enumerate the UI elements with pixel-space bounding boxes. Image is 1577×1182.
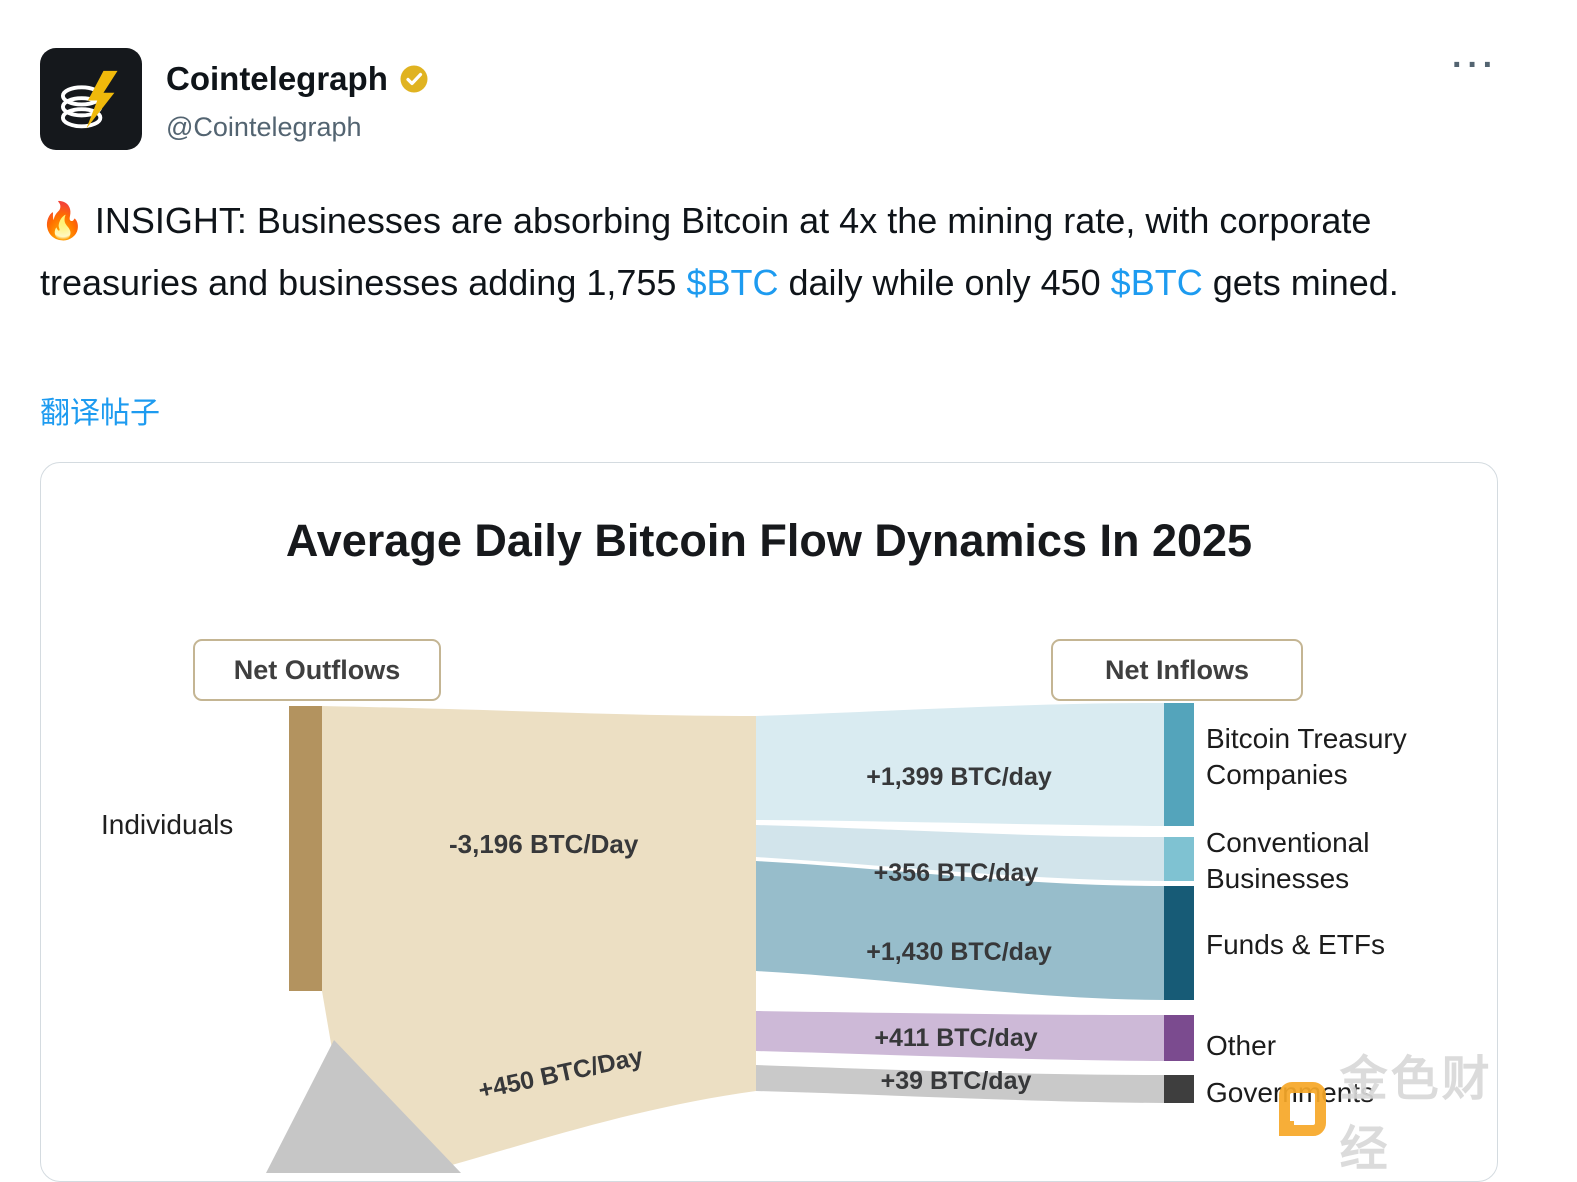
jinse-logo-icon (1279, 1082, 1326, 1136)
author-row: Cointelegraph (166, 60, 430, 98)
author-handle[interactable]: @Cointelegraph (166, 112, 362, 142)
value-other: +411 BTC/day (874, 1024, 1038, 1052)
chart-title: Average Daily Bitcoin Flow Dynamics In 2… (285, 515, 1253, 566)
label-funds-etfs: Funds & ETFs (1206, 929, 1385, 960)
net-inflows-header: Net Inflows (1051, 639, 1303, 701)
translate-link[interactable]: 翻译帖子 (40, 397, 160, 430)
label-individuals: Individuals (101, 809, 234, 840)
more-icon: ··· (1452, 46, 1498, 84)
value-individuals: -3,196 BTC/Day (449, 829, 639, 859)
label-conventional-businesses: Conventional Businesses (1206, 827, 1370, 895)
avatar[interactable] (40, 48, 142, 150)
btc-cashtag-2[interactable]: $BTC (1110, 262, 1203, 303)
jinse-watermark-text: 金色财经 (1339, 1053, 1493, 1176)
verified-badge-icon (398, 63, 430, 95)
flow-funds-etfs (756, 861, 1164, 1000)
value-funds-etfs: +1,430 BTC/day (866, 938, 1052, 966)
label-bitcoin-treasury: Bitcoin Treasury Companies (1206, 723, 1407, 791)
value-bitcoin-treasury: +1,399 BTC/day (866, 763, 1052, 791)
node-other (1164, 1015, 1194, 1061)
net-outflows-header: Net Outflows (193, 639, 441, 701)
tweet-text: 🔥 INSIGHT: Businesses are absorbing Bitc… (40, 190, 1535, 314)
flow-bitcoin-treasury (756, 703, 1164, 826)
cointelegraph-logo-icon (60, 70, 118, 129)
label-other: Other (1206, 1030, 1277, 1061)
flow-conventional-businesses (756, 825, 1164, 881)
node-funds-etfs (1164, 886, 1194, 1000)
tweet-text-part-3: gets mined. (1202, 262, 1399, 303)
more-button[interactable]: ··· (1440, 46, 1510, 100)
node-bitcoin-treasury (1164, 703, 1194, 826)
node-conventional-businesses (1164, 837, 1194, 881)
flow-other (756, 1011, 1164, 1061)
fire-icon: 🔥 (40, 200, 85, 241)
btc-cashtag-1[interactable]: $BTC (686, 262, 779, 303)
flow-governments (756, 1065, 1164, 1103)
tweet-text-part-1: INSIGHT: Businesses are absorbing Bitcoi… (40, 200, 1372, 303)
tweet-text-part-2: daily while only 450 (778, 262, 1111, 303)
chart-card[interactable]: Average Daily Bitcoin Flow Dynamics In 2… (40, 462, 1498, 1182)
jinse-watermark: 金色财经 (1279, 1039, 1497, 1179)
flow-individuals (322, 706, 756, 1173)
node-governments (1164, 1075, 1194, 1103)
value-governments: +39 BTC/day (880, 1067, 1032, 1095)
author-name[interactable]: Cointelegraph (166, 60, 388, 97)
node-individuals (289, 706, 322, 991)
value-conventional-businesses: +356 BTC/day (873, 859, 1039, 887)
